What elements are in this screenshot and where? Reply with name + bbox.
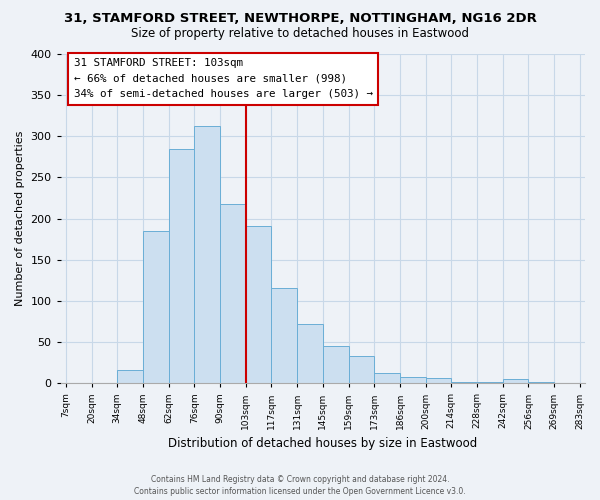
Bar — [297, 324, 323, 384]
Text: Contains HM Land Registry data © Crown copyright and database right 2024.
Contai: Contains HM Land Registry data © Crown c… — [134, 474, 466, 496]
Bar — [143, 231, 169, 384]
Y-axis label: Number of detached properties: Number of detached properties — [15, 131, 25, 306]
Bar — [271, 288, 297, 384]
Text: Size of property relative to detached houses in Eastwood: Size of property relative to detached ho… — [131, 28, 469, 40]
Bar — [169, 148, 194, 384]
Bar — [323, 346, 349, 384]
Bar — [503, 379, 529, 384]
Bar — [477, 382, 503, 384]
Bar — [349, 356, 374, 384]
Bar — [246, 226, 271, 384]
Bar — [425, 378, 451, 384]
Bar — [529, 382, 554, 384]
X-axis label: Distribution of detached houses by size in Eastwood: Distribution of detached houses by size … — [168, 437, 478, 450]
Text: 31, STAMFORD STREET, NEWTHORPE, NOTTINGHAM, NG16 2DR: 31, STAMFORD STREET, NEWTHORPE, NOTTINGH… — [64, 12, 536, 26]
Bar — [400, 376, 425, 384]
Bar — [451, 382, 477, 384]
Bar — [117, 370, 143, 384]
Bar — [194, 126, 220, 384]
Text: 31 STAMFORD STREET: 103sqm
← 66% of detached houses are smaller (998)
34% of sem: 31 STAMFORD STREET: 103sqm ← 66% of deta… — [74, 58, 373, 100]
Bar — [374, 374, 400, 384]
Bar — [220, 204, 246, 384]
